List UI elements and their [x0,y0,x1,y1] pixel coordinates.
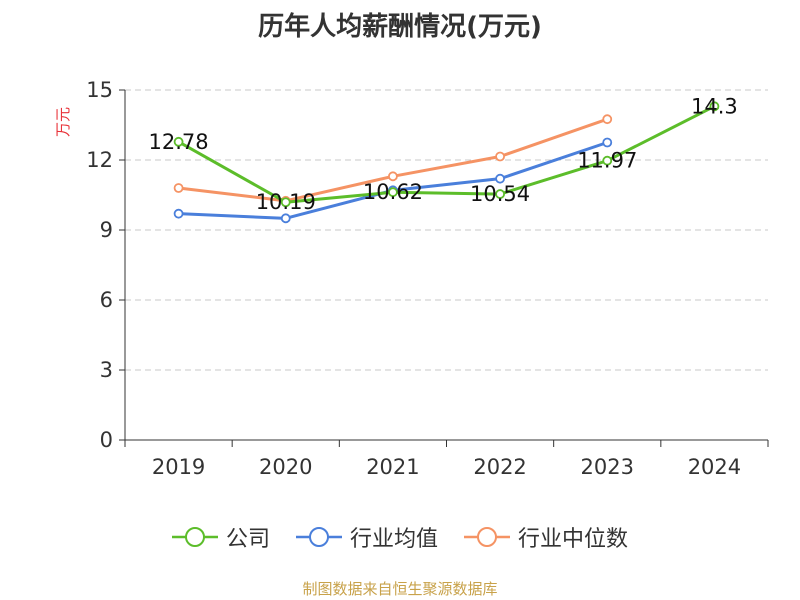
x-tick-label: 2023 [581,455,634,479]
data-point [602,137,613,148]
data-label: 10.54 [470,182,530,206]
data-point [495,151,505,162]
y-tick-label: 15 [86,78,113,102]
series-lines [173,101,720,224]
data-point [495,189,505,199]
x-tick-label: 2021 [366,455,419,479]
x-tick-label: 2024 [688,455,741,479]
data-point [388,171,398,182]
data-point [280,213,291,224]
chart-title: 历年人均薪酬情况(万元) [258,12,542,42]
legend: 公司 行业均值 行业中位数 [0,520,800,554]
grid-lines [125,89,768,371]
data-label: 10.62 [363,180,423,204]
y-tick-label: 6 [100,288,113,312]
data-point [388,187,398,198]
legend-swatch-icon [464,527,510,547]
data-point [602,114,613,125]
data-label: 14.3 [691,94,738,118]
series-line [177,104,716,204]
data-point [602,155,613,166]
axes: 0 3 6 9 12 15 2019 2020 2021 2022 2023 2024 万元 [54,78,769,479]
y-tick-label: 9 [100,218,113,242]
legend-label: 行业中位数 [518,527,629,552]
data-point [173,136,184,147]
data-point [495,173,505,184]
data-label: 12.78 [149,130,209,154]
data-label: 11.97 [577,149,637,173]
y-tick-label: 3 [100,358,113,382]
y-tick-label: 0 [100,428,113,452]
data-labels: 12.78 10.19 10.62 10.54 11.97 14.3 [149,94,738,214]
legend-item[interactable]: 行业均值 [295,521,438,553]
legend-label: 行业均值 [349,527,438,552]
data-point [280,197,291,208]
y-tick-label: 12 [86,148,113,172]
y-axis-label: 万元 [54,107,72,137]
data-point [173,208,184,219]
data-point [709,101,720,112]
x-tick-label: 2022 [473,455,526,479]
data-label: 10.19 [256,190,316,214]
legend-swatch-icon [171,527,218,547]
x-tick-label: 2019 [152,455,205,479]
source-note: 制图数据来自恒生聚源数据库 [302,580,498,598]
legend-item[interactable]: 行业中位数 [464,521,628,553]
x-tick-label: 2020 [259,455,312,479]
data-point [173,183,184,193]
legend-label: 公司 [225,527,270,552]
legend-swatch-icon [295,527,342,547]
legend-item[interactable]: 公司 [171,521,270,553]
